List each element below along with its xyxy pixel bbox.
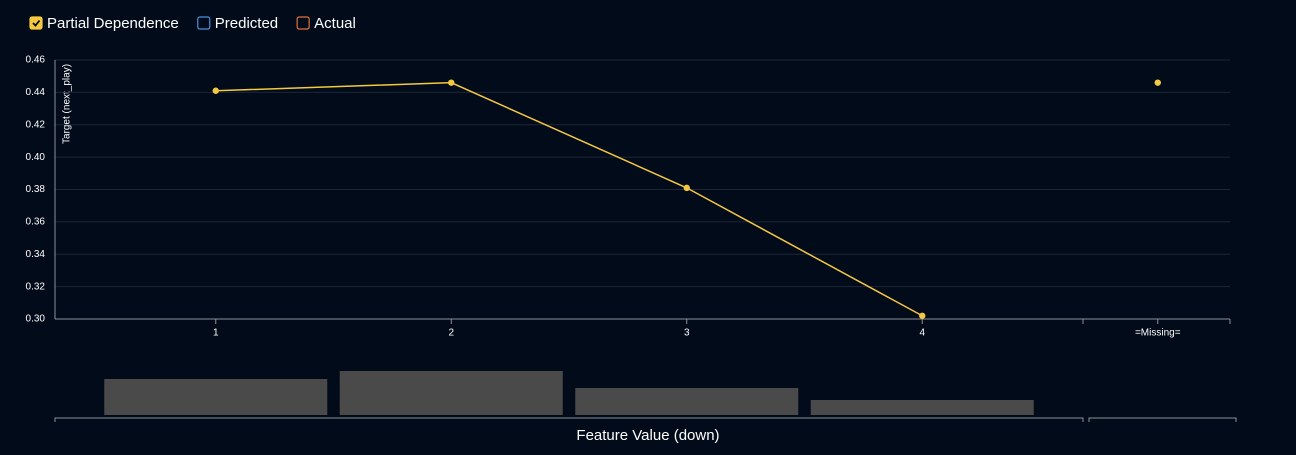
line	[215, 81, 923, 317]
x-axis-label: Feature Value (down)	[576, 427, 719, 444]
y-tick-label: 0.42	[26, 119, 46, 130]
y-tick-label: 0.36	[26, 217, 46, 228]
histogram-axis	[54, 417, 1237, 422]
x-tick-label: 3	[684, 328, 690, 339]
legend-label[interactable]: Partial Dependence	[47, 15, 179, 32]
x-tick-label: =Missing=	[1135, 328, 1181, 339]
y-tick-label: 0.40	[26, 152, 46, 163]
legend-label[interactable]: Predicted	[215, 15, 278, 32]
legend-checkbox[interactable]	[29, 16, 43, 30]
check-mark	[32, 19, 41, 27]
point	[1154, 79, 1161, 86]
legend-checkbox[interactable]	[197, 16, 211, 30]
histogram-bar	[810, 400, 1034, 415]
x-tick-label: 1	[213, 328, 219, 339]
histogram-bar	[339, 371, 563, 415]
histogram-bar	[104, 379, 328, 415]
x-tick-label: 2	[448, 328, 454, 339]
point	[448, 79, 455, 86]
point	[919, 312, 926, 319]
y-axis-label: Target (next_play)	[62, 64, 73, 144]
y-tick-label: 0.38	[26, 184, 46, 195]
point	[683, 184, 690, 192]
y-tick-label: 0.46	[26, 55, 46, 66]
y-tick-label: 0.30	[26, 314, 46, 325]
y-tick-label: 0.34	[26, 249, 46, 260]
y-tick-label: 0.44	[26, 87, 46, 98]
x-tick-label: 4	[919, 328, 925, 339]
legend-label[interactable]: Actual	[314, 15, 356, 32]
y-tick-label: 0.32	[26, 281, 46, 292]
legend-checkbox[interactable]	[296, 16, 310, 30]
point	[212, 87, 219, 94]
histogram-bar	[575, 388, 799, 415]
